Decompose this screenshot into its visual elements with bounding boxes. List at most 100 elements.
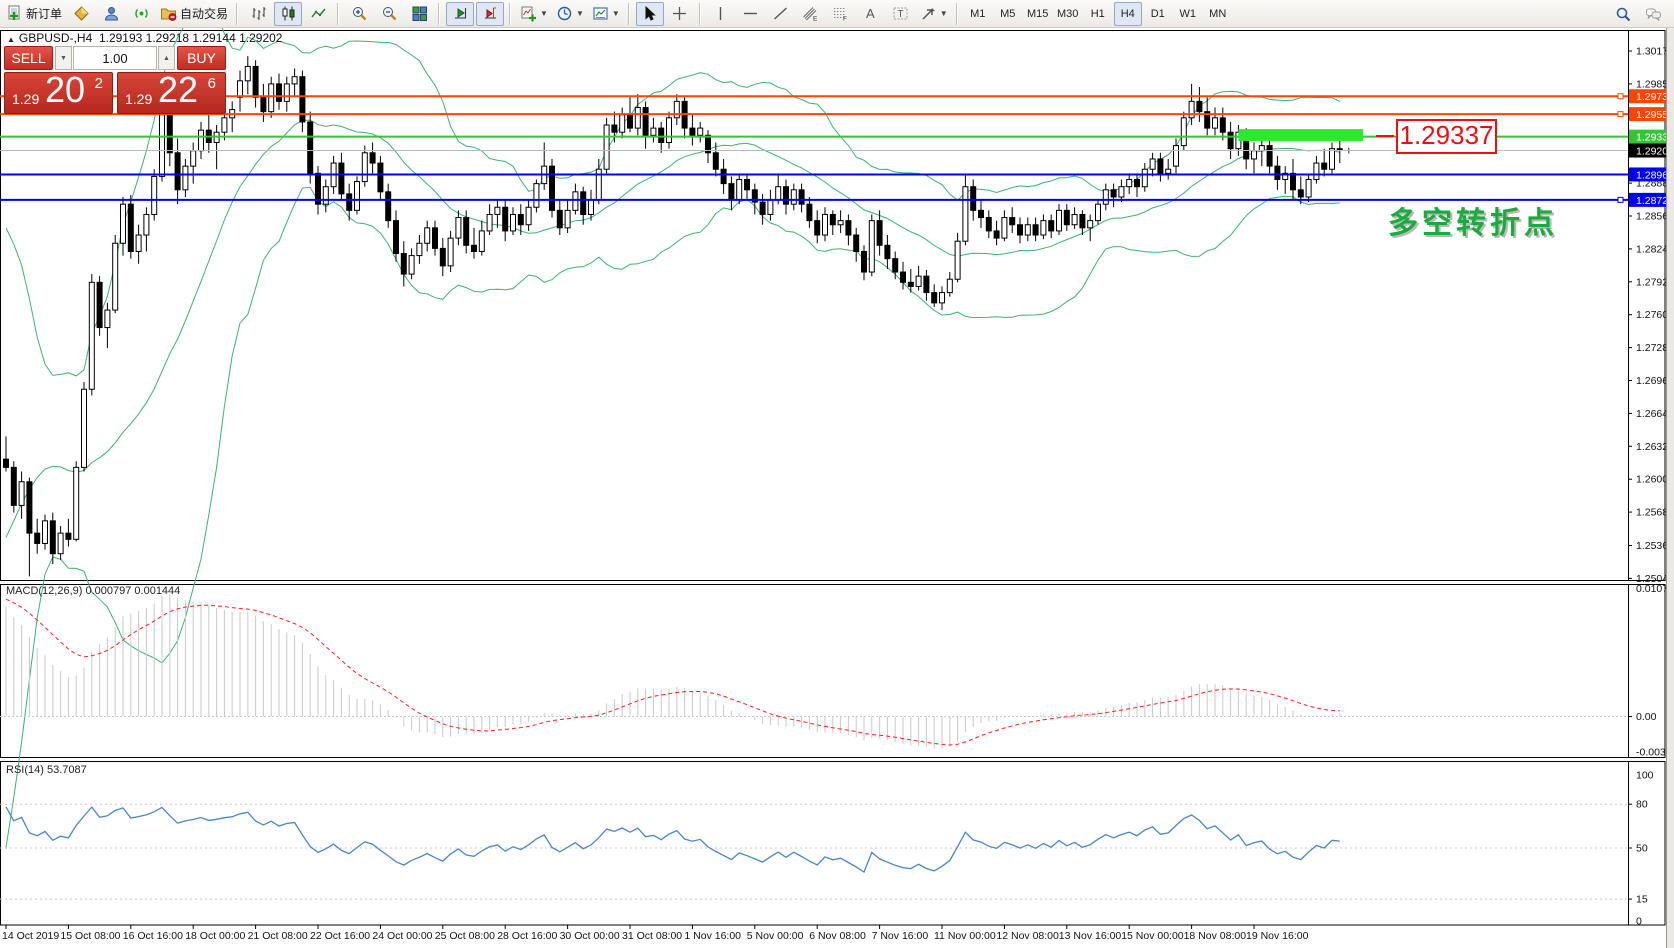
text-label-button[interactable]: T bbox=[887, 2, 915, 26]
trendline-button[interactable] bbox=[767, 2, 795, 26]
zoomout-icon bbox=[381, 5, 398, 22]
volume-decrease-button[interactable]: ▼ bbox=[55, 46, 72, 70]
tf-m1-button[interactable]: M1 bbox=[964, 2, 992, 26]
rsi-pane-frame bbox=[0, 761, 1666, 926]
candle bbox=[712, 152, 719, 170]
templates-button[interactable]: ▼ bbox=[589, 2, 623, 26]
cursor-button[interactable] bbox=[635, 1, 664, 26]
tf-m30-button[interactable]: M30 bbox=[1054, 2, 1082, 26]
svg-text:13 Nov 16:00: 13 Nov 16:00 bbox=[1059, 930, 1122, 942]
autotrading-button[interactable]: 自动交易 bbox=[157, 2, 231, 26]
bid-price-label bbox=[1629, 143, 1666, 158]
candle bbox=[424, 227, 431, 244]
sell-price-pips: 20 bbox=[45, 69, 86, 110]
candle bbox=[432, 227, 438, 249]
tf-h4-button[interactable]: H4 bbox=[1113, 1, 1142, 26]
fibo-icon: F bbox=[832, 5, 849, 23]
dropdown-caret-icon[interactable]: ▼ bbox=[540, 9, 548, 18]
candle bbox=[463, 217, 470, 246]
volume-increase-button[interactable]: ▲ bbox=[158, 46, 175, 70]
chart-shift-button[interactable] bbox=[476, 1, 505, 26]
chart-window[interactable]: 1.301701.298501.295301.292101.288851.285… bbox=[0, 28, 1666, 948]
tf-mn-button[interactable]: MN bbox=[1204, 2, 1232, 26]
buy-price-display[interactable]: 1.29 22 6 bbox=[117, 69, 226, 114]
macd-pane[interactable]: 0.010713 0.00 -0.003373 bbox=[0, 583, 1666, 759]
candle bbox=[853, 234, 860, 252]
candle bbox=[369, 152, 376, 164]
sell-price-display[interactable]: 1.29 20 2 bbox=[4, 69, 113, 114]
candle bbox=[159, 114, 165, 177]
candle bbox=[120, 203, 126, 244]
candle bbox=[751, 189, 758, 203]
candle bbox=[1297, 189, 1304, 198]
zoom-in-button[interactable] bbox=[345, 2, 373, 26]
candlesticks[interactable] bbox=[3, 56, 1343, 577]
candle bbox=[1282, 172, 1289, 181]
crosshair-icon bbox=[671, 5, 688, 22]
tf-m5-button[interactable]: M5 bbox=[994, 2, 1022, 26]
chinese-annotation[interactable]: 多空转折点 bbox=[1388, 207, 1558, 240]
tf-w1-button[interactable]: W1 bbox=[1174, 2, 1202, 26]
dropdown-caret-icon[interactable]: ▼ bbox=[939, 9, 948, 18]
candlestick-button[interactable] bbox=[274, 1, 303, 26]
signals-button[interactable] bbox=[127, 2, 155, 26]
cursor-icon bbox=[641, 5, 658, 22]
buy-button[interactable]: BUY bbox=[177, 46, 226, 70]
fibonacci-button[interactable]: F bbox=[827, 2, 855, 26]
dropdown-caret-icon[interactable]: ▼ bbox=[575, 9, 584, 18]
candle bbox=[143, 213, 150, 236]
candle bbox=[634, 107, 641, 129]
arrows-button[interactable]: ▼ bbox=[917, 2, 951, 26]
candle bbox=[1157, 158, 1164, 174]
rsi-pane[interactable]: 80 50 15 100 0 bbox=[0, 770, 1654, 928]
svg-text:1.30170: 1.30170 bbox=[1636, 46, 1666, 58]
text-button[interactable]: A bbox=[857, 2, 885, 26]
vertical-line-button[interactable] bbox=[707, 2, 735, 26]
svg-text:0.010713: 0.010713 bbox=[1636, 583, 1666, 595]
sell-price-base: 1.29 bbox=[12, 91, 40, 107]
window-right-edge bbox=[1666, 28, 1674, 948]
community-button[interactable] bbox=[97, 2, 125, 26]
collapse-marker-icon[interactable]: ▲ bbox=[7, 35, 15, 44]
crosshair-button[interactable] bbox=[666, 2, 694, 26]
indicators-button[interactable]: ▼ bbox=[517, 2, 551, 26]
volume-input[interactable]: 1.00 bbox=[73, 46, 157, 70]
svg-text:E: E bbox=[813, 16, 818, 23]
line-handle[interactable] bbox=[1617, 111, 1624, 118]
candle bbox=[135, 234, 142, 252]
price-callout-label[interactable]: 1.29337 bbox=[1376, 119, 1497, 154]
line-chart-button[interactable] bbox=[304, 2, 332, 26]
tile-windows-button[interactable] bbox=[405, 2, 433, 26]
toolbar-separator bbox=[697, 2, 703, 25]
chart-canvas[interactable]: 1.301701.298501.295301.292101.288851.285… bbox=[0, 28, 1666, 948]
channel-button[interactable]: E bbox=[797, 2, 825, 26]
periods-button[interactable]: ▼ bbox=[553, 2, 587, 26]
horizontal-line-button[interactable] bbox=[737, 2, 765, 26]
time-axis[interactable]: 14 Oct 2019 15 Oct 08:00 16 Oct 16:00 18 Oc… bbox=[2, 925, 1309, 942]
zoom-out-button[interactable] bbox=[375, 2, 403, 26]
auto-scroll-button[interactable] bbox=[446, 1, 475, 26]
svg-text:25 Oct 08:00: 25 Oct 08:00 bbox=[435, 930, 495, 942]
tf-h1-button[interactable]: H1 bbox=[1084, 2, 1112, 26]
candle bbox=[1134, 179, 1140, 188]
line-handle[interactable] bbox=[1617, 196, 1624, 203]
candle bbox=[96, 281, 103, 329]
bar-chart-button[interactable] bbox=[244, 2, 272, 26]
svg-text:1.26005: 1.26005 bbox=[1636, 474, 1666, 486]
metaquotes-button[interactable] bbox=[67, 2, 95, 26]
tf-m15-button[interactable]: M15 bbox=[1024, 2, 1052, 26]
new-order-button[interactable]: 新订单 bbox=[3, 2, 65, 26]
candle bbox=[658, 127, 665, 143]
chat-button[interactable] bbox=[1639, 2, 1667, 26]
highlight-rectangle[interactable] bbox=[1238, 129, 1364, 141]
candle bbox=[315, 172, 321, 205]
candle bbox=[1219, 117, 1226, 133]
sell-button[interactable]: SELL bbox=[4, 46, 53, 70]
svg-text:1.29556: 1.29556 bbox=[1636, 109, 1666, 121]
dropdown-caret-icon[interactable]: ▼ bbox=[611, 9, 620, 18]
tf-d1-button[interactable]: D1 bbox=[1144, 2, 1172, 26]
search-button[interactable] bbox=[1609, 2, 1637, 26]
candle bbox=[892, 258, 899, 273]
line-handle[interactable] bbox=[1617, 93, 1624, 100]
svg-text:1.26325: 1.26325 bbox=[1636, 441, 1666, 453]
